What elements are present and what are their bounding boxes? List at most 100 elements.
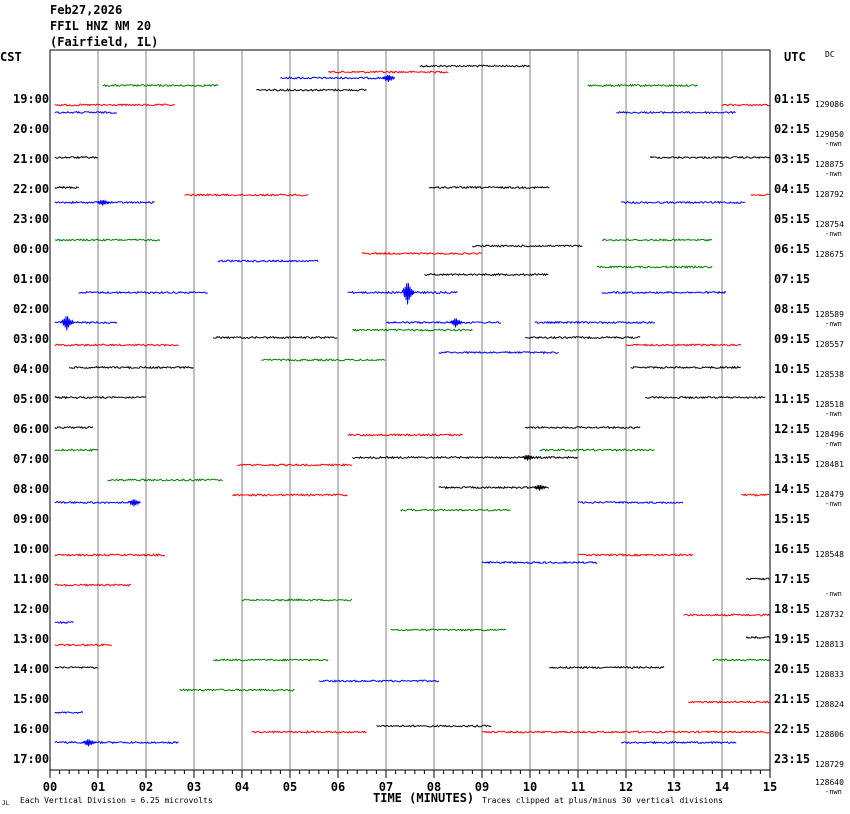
trace-segment: [419, 64, 530, 68]
trace-segment: [184, 193, 309, 197]
nwn-flag: -nwn: [825, 320, 842, 328]
grid-lines: [49, 49, 771, 778]
cst-hour-label: 04:00: [13, 362, 49, 376]
x-tick-label: 12: [619, 780, 633, 794]
trace-segment: [400, 508, 511, 512]
trace-segment: [54, 155, 98, 160]
header-location: (Fairfield, IL): [50, 35, 159, 49]
trace-segment: [68, 365, 194, 370]
trace-segment: [745, 636, 771, 639]
trace-segment: [54, 643, 112, 647]
trace-layer: [54, 64, 771, 747]
trace-segment: [232, 493, 348, 497]
x-tick-label: 08: [427, 780, 441, 794]
cst-hour-label: 15:00: [13, 692, 49, 706]
cst-hour-label: 22:00: [13, 182, 49, 196]
cst-hour-label: 00:00: [13, 242, 49, 256]
utc-hour-label: 22:15: [774, 722, 810, 736]
dc-offset-value: 128479: [815, 490, 844, 499]
seismic-event-burst: [96, 199, 110, 206]
trace-segment: [712, 658, 770, 662]
dc-offset-value: 128518: [815, 400, 844, 409]
x-tick-label: 09: [475, 780, 489, 794]
header-date: Feb27,2026: [50, 3, 123, 17]
trace-segment: [630, 365, 741, 370]
dc-offset-value: 128481: [815, 460, 844, 469]
trace-segment: [54, 238, 161, 242]
cst-hour-label: 20:00: [13, 122, 49, 136]
trace-segment: [481, 560, 598, 565]
dc-offset-value: 128548: [815, 550, 844, 559]
trace-segment: [472, 244, 583, 248]
utc-hour-label: 23:15: [774, 752, 810, 766]
seismic-event-burst: [533, 484, 547, 491]
trace-segment: [54, 553, 166, 557]
trace-segment: [620, 200, 746, 205]
trace-segment: [107, 478, 223, 482]
seismic-event-burst: [60, 316, 74, 331]
trace-segment: [179, 688, 295, 692]
utc-hour-label: 11:15: [774, 392, 810, 406]
cst-hour-label: 02:00: [13, 302, 49, 316]
x-tick-label: 11: [571, 780, 585, 794]
trace-segment: [328, 70, 449, 74]
dc-offset-value: 128833: [815, 670, 844, 679]
nwn-flag: -nwn: [825, 590, 842, 598]
trace-segment: [54, 448, 99, 452]
trace-segment: [54, 103, 175, 107]
utc-hour-label: 09:15: [774, 332, 810, 346]
x-tick-label: 03: [187, 780, 201, 794]
cst-hour-label: 19:00: [13, 92, 49, 106]
x-tick-label: 04: [235, 780, 249, 794]
dc-offset-value: 128496: [815, 430, 844, 439]
trace-segment: [54, 710, 84, 714]
trace-segment: [54, 110, 117, 115]
x-tick-label: 05: [283, 780, 297, 794]
header-station: FFIL HNZ NM 20: [50, 19, 152, 33]
x-tick-label: 13: [667, 780, 681, 794]
trace-segment: [54, 395, 147, 400]
trace-segment: [237, 463, 353, 467]
trace-segment: [721, 103, 771, 107]
nwn-flag: -nwn: [825, 788, 842, 796]
x-tick-label: 02: [139, 780, 153, 794]
trace-segment: [683, 613, 770, 617]
footer-scale-note: Each Vertical Division = 6.25 microvolts: [20, 796, 213, 805]
x-axis-title: TIME (MINUTES): [373, 791, 474, 805]
x-tick-label: 14: [715, 780, 729, 794]
trace-segment: [54, 500, 137, 505]
footer-mark: JL: [2, 800, 10, 807]
trace-segment: [438, 485, 549, 490]
trace-segment: [241, 598, 353, 602]
trace-segment: [78, 290, 209, 294]
trace-segment: [318, 679, 440, 683]
trace-segment: [596, 265, 713, 269]
trace-segment: [601, 238, 713, 242]
cst-hour-label: 14:00: [13, 662, 49, 676]
utc-hour-label: 06:15: [774, 242, 810, 256]
utc-hour-label: 17:15: [774, 572, 810, 586]
nwn-flag: -nwn: [825, 410, 842, 418]
cst-hour-label: 01:00: [13, 272, 49, 286]
trace-segment: [620, 740, 737, 745]
left-timezone-label: CST: [0, 50, 22, 64]
cst-hour-label: 09:00: [13, 512, 49, 526]
seismic-event-burst: [382, 74, 396, 83]
label-layer: 00 01 02 03 04 05 06 07 08 09 10 11 12 13 14 15 19:00 01:…: [13, 92, 844, 796]
trace-segment: [577, 500, 684, 505]
trace-segment: [750, 193, 770, 197]
utc-hour-label: 04:15: [774, 182, 810, 196]
trace-segment: [212, 658, 329, 662]
dc-offset-value: 128875: [815, 160, 844, 169]
dc-offset-value: 128806: [815, 730, 844, 739]
utc-hour-label: 20:15: [774, 662, 810, 676]
nwn-flag: -nwn: [825, 170, 842, 178]
trace-segment: [54, 583, 131, 587]
cst-hour-label: 05:00: [13, 392, 49, 406]
trace-segment: [745, 577, 771, 581]
trace-segment: [534, 320, 656, 325]
trace-segment: [390, 628, 507, 632]
trace-segment: [587, 83, 698, 88]
dc-offset-value: 128813: [815, 640, 844, 649]
